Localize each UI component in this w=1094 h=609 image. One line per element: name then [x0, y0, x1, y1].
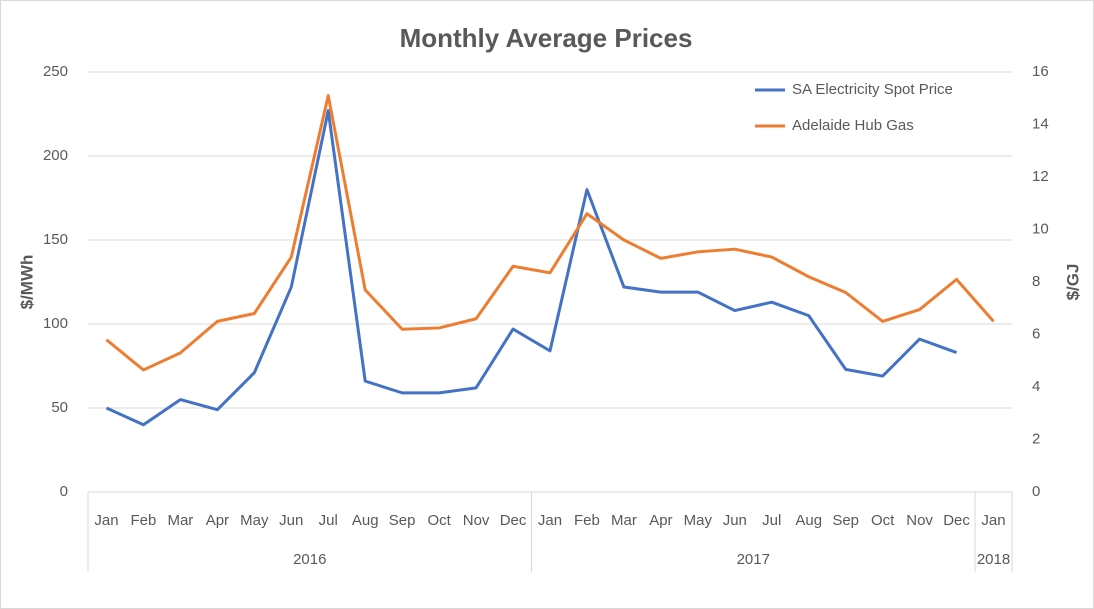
y2-tick-label: 2 — [1032, 430, 1040, 447]
x-tick-label: Aug — [352, 512, 379, 529]
series-line — [105, 109, 958, 427]
x-tick-label: May — [684, 512, 713, 529]
y-tick-label: 100 — [43, 315, 68, 332]
group-label: 2018 — [977, 551, 1010, 568]
x-tick-label: Feb — [574, 512, 600, 529]
group-label: 2016 — [293, 551, 326, 568]
x-tick-label: Oct — [427, 512, 451, 529]
x-tick-label: Mar — [167, 512, 193, 529]
x-tick-label: Jun — [723, 512, 747, 529]
y2-tick-label: 8 — [1032, 273, 1040, 290]
y-tick-label: 0 — [60, 483, 68, 500]
x-tick-label: Mar — [611, 512, 637, 529]
y-axis-title: $/MWh — [17, 255, 36, 310]
x-tick-label: Nov — [463, 512, 490, 529]
x-tick-label: May — [240, 512, 269, 529]
x-tick-label: Dec — [943, 512, 970, 529]
x-tick-label: Jul — [319, 512, 338, 529]
y-tick-label: 150 — [43, 231, 68, 248]
y-tick-label: 200 — [43, 147, 68, 164]
x-tick-label: Feb — [131, 512, 157, 529]
x-tick-label: Jun — [279, 512, 303, 529]
y2-tick-label: 14 — [1032, 115, 1049, 132]
y2-axis-title: $/GJ — [1063, 264, 1082, 301]
y-tick-label: 250 — [43, 63, 68, 80]
legend-label: Adelaide Hub Gas — [792, 117, 914, 134]
x-tick-label: Apr — [649, 512, 672, 529]
x-tick-label: Jan — [94, 512, 118, 529]
x-tick-label: Jan — [981, 512, 1005, 529]
y2-tick-label: 16 — [1032, 63, 1049, 80]
chart-title: Monthly Average Prices — [400, 23, 693, 53]
x-tick-label: Apr — [206, 512, 229, 529]
x-tick-label: Sep — [832, 512, 859, 529]
x-tick-label: Dec — [500, 512, 527, 529]
series-line — [105, 94, 995, 372]
y-tick-label: 50 — [51, 399, 68, 416]
x-tick-label: Nov — [906, 512, 933, 529]
x-tick-label: Oct — [871, 512, 895, 529]
y2-tick-label: 4 — [1032, 378, 1040, 395]
y2-tick-label: 0 — [1032, 483, 1040, 500]
y2-tick-label: 10 — [1032, 220, 1049, 237]
x-tick-label: Sep — [389, 512, 416, 529]
x-tick-label: Jan — [538, 512, 562, 529]
group-label: 2017 — [737, 551, 770, 568]
y2-tick-label: 12 — [1032, 168, 1049, 185]
y2-tick-label: 6 — [1032, 325, 1040, 342]
x-tick-label: Jul — [762, 512, 781, 529]
x-tick-label: Aug — [795, 512, 822, 529]
legend-label: SA Electricity Spot Price — [792, 81, 953, 98]
